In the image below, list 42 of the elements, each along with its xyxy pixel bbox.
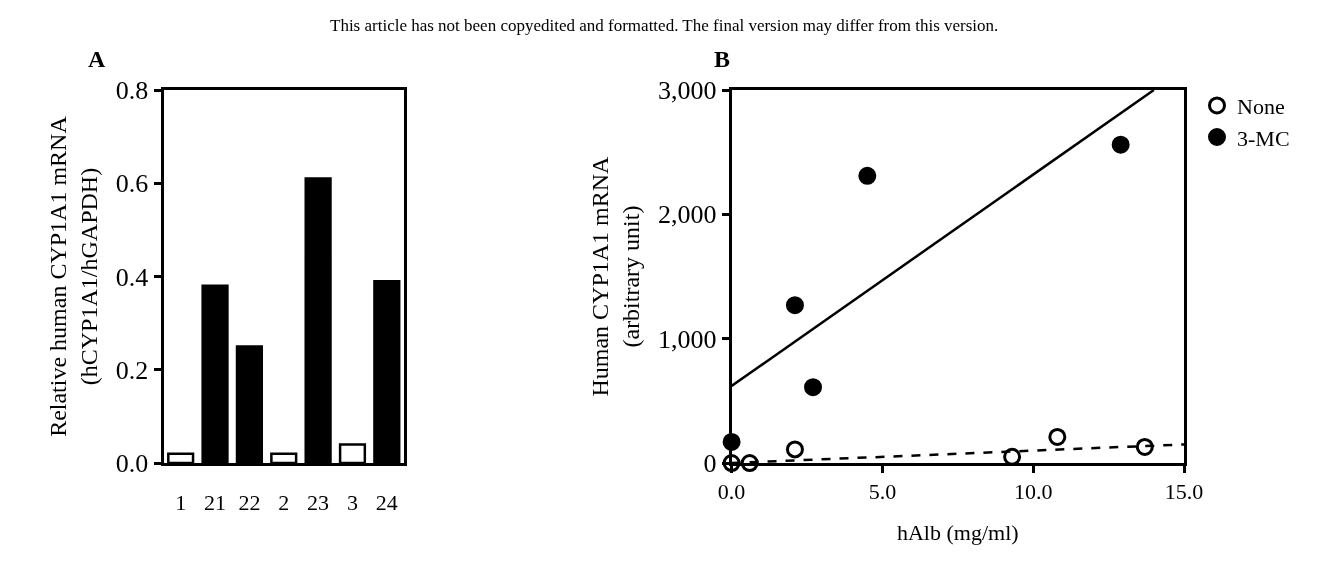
bar xyxy=(338,443,367,464)
text: This article has not been copyedited and formatted. The final version may differ from this version. xyxy=(330,16,999,35)
y-tick-label: 0 xyxy=(703,449,717,479)
x-tick-label: 24 xyxy=(375,490,398,516)
x-tick-label: 3 xyxy=(346,490,358,516)
y-tick-label: 3,000 xyxy=(657,76,717,106)
bar xyxy=(270,452,298,464)
y-axis-title: Human CYP1A1 mRNA (arbitrary unit) xyxy=(586,155,644,397)
y-tick-label: 1,000 xyxy=(657,324,717,354)
x-tick-label: 21 xyxy=(204,490,227,516)
point xyxy=(858,166,877,185)
y-tick-label: 0.0 xyxy=(115,449,149,479)
point xyxy=(1048,427,1067,446)
y-tick-label: 0.8 xyxy=(115,76,149,106)
point xyxy=(785,440,804,459)
x-tick-label: 0.0 xyxy=(717,479,746,505)
chart-title: B xyxy=(714,46,731,72)
bar xyxy=(201,284,229,464)
chart-title: A xyxy=(88,46,106,72)
point xyxy=(1135,437,1154,456)
bar xyxy=(373,279,401,464)
point xyxy=(785,296,804,315)
x-tick-label: 22 xyxy=(238,490,261,516)
x-tick-label: 23 xyxy=(307,490,330,516)
x-tick-label: 10.0 xyxy=(1013,479,1053,505)
legend-label: None xyxy=(1237,93,1285,119)
bar xyxy=(167,452,195,464)
bar xyxy=(235,345,264,464)
x-tick-label: 2 xyxy=(278,490,290,516)
x-tick-label: 5.0 xyxy=(868,479,897,505)
point xyxy=(804,378,823,397)
y-tick-label: 0.6 xyxy=(115,169,149,199)
legend-label: 3-MC xyxy=(1237,125,1290,151)
point xyxy=(1111,135,1130,154)
y-tick-label: 0.4 xyxy=(115,262,149,292)
x-axis-title: hAlb (mg/ml) xyxy=(897,520,1019,546)
x-tick-label: 15.0 xyxy=(1164,479,1204,505)
y-tick-label: 2,000 xyxy=(657,200,717,230)
y-axis-title: Relative human CYP1A1 mRNA (hCYP1A1/hGAPDH) xyxy=(44,115,102,437)
bar xyxy=(304,177,332,464)
y-tick-label: 0.2 xyxy=(115,355,149,385)
x-tick-label: 1 xyxy=(175,490,187,516)
